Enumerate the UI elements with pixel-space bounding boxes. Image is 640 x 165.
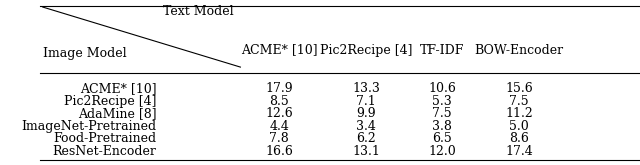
Text: 6.2: 6.2 — [356, 132, 376, 145]
Text: 12.6: 12.6 — [266, 107, 293, 120]
Text: ACME* [10]: ACME* [10] — [241, 44, 317, 57]
Text: Pic2Recipe [4]: Pic2Recipe [4] — [320, 44, 412, 57]
Text: Image Model: Image Model — [43, 47, 127, 60]
Text: 13.1: 13.1 — [352, 145, 380, 158]
Text: 3.8: 3.8 — [432, 120, 452, 133]
Text: Pic2Recipe [4]: Pic2Recipe [4] — [64, 95, 157, 108]
Text: 8.5: 8.5 — [269, 95, 289, 108]
Text: 10.6: 10.6 — [428, 82, 456, 96]
Text: 8.6: 8.6 — [509, 132, 529, 145]
Text: 3.4: 3.4 — [356, 120, 376, 133]
Text: TF-IDF: TF-IDF — [420, 44, 465, 57]
Text: ImageNet-Pretrained: ImageNet-Pretrained — [21, 120, 157, 133]
Text: 16.6: 16.6 — [266, 145, 293, 158]
Text: ACME* [10]: ACME* [10] — [80, 82, 157, 96]
Text: 13.3: 13.3 — [352, 82, 380, 96]
Text: 17.9: 17.9 — [266, 82, 293, 96]
Text: 11.2: 11.2 — [505, 107, 532, 120]
Text: 12.0: 12.0 — [428, 145, 456, 158]
Text: 15.6: 15.6 — [505, 82, 532, 96]
Text: 17.4: 17.4 — [505, 145, 532, 158]
Text: 5.0: 5.0 — [509, 120, 529, 133]
Text: Text Model: Text Model — [163, 5, 234, 18]
Text: Food-Pretrained: Food-Pretrained — [53, 132, 157, 145]
Text: 7.5: 7.5 — [509, 95, 529, 108]
Text: 7.5: 7.5 — [433, 107, 452, 120]
Text: 9.9: 9.9 — [356, 107, 376, 120]
Text: ResNet-Encoder: ResNet-Encoder — [52, 145, 157, 158]
Text: 7.8: 7.8 — [269, 132, 289, 145]
Text: 7.1: 7.1 — [356, 95, 376, 108]
Text: AdaMine [8]: AdaMine [8] — [78, 107, 157, 120]
Text: 6.5: 6.5 — [433, 132, 452, 145]
Text: BOW-Encoder: BOW-Encoder — [474, 44, 563, 57]
Text: 4.4: 4.4 — [269, 120, 289, 133]
Text: 5.3: 5.3 — [433, 95, 452, 108]
